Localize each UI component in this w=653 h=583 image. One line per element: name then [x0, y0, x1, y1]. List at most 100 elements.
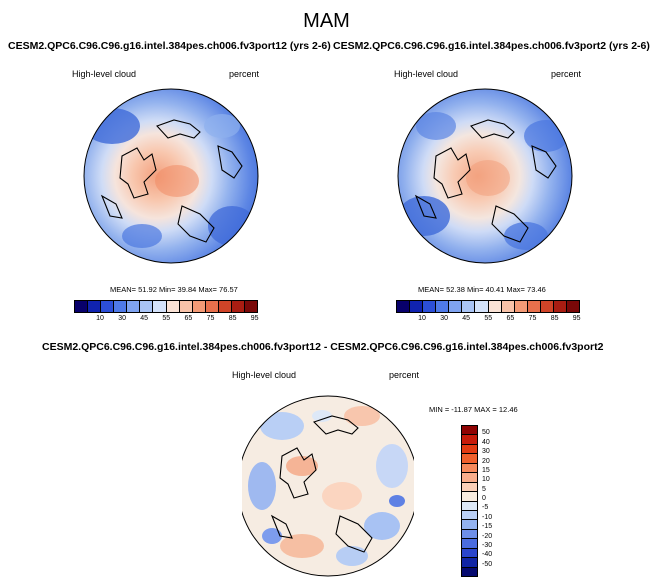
- colorbar-2-tick-label: 45: [462, 315, 471, 322]
- polar-map-2: [397, 88, 573, 264]
- colorbar-3-swatch: [462, 558, 477, 568]
- colorbar-3-swatch: [462, 548, 477, 559]
- colorbar-2-swatch: [514, 301, 528, 312]
- colorbar-3-swatches: [461, 425, 478, 577]
- colorbar-3-swatch: [462, 473, 477, 483]
- colorbar-1-tick-label: 30: [118, 315, 126, 322]
- colorbar-2-swatch: [423, 301, 437, 312]
- panel-title-3: CESM2.QPC6.C96.C96.g16.intel.384pes.ch00…: [42, 341, 604, 353]
- colorbar-3-tick-label: 5: [482, 485, 486, 493]
- colorbar-3-swatch: [462, 529, 477, 540]
- panel-2-units-label: percent: [551, 69, 582, 79]
- colorbar-3-tick-label: 0: [482, 495, 486, 502]
- colorbar-3-swatch: [462, 501, 477, 511]
- colorbar-2-tick-label: 95: [572, 315, 581, 322]
- colorbar-1-ticks: 10 30 45 55 65 75 85 95: [74, 315, 258, 325]
- colorbar-1-swatch: [127, 301, 141, 312]
- panel-2-stats: MEAN= 52.38 Min= 40.41 Max= 73.46: [418, 285, 546, 294]
- colorbar-1-tick-label: 55: [162, 315, 171, 322]
- panel-3-stats: MIN = -11.87 MAX = 12.46: [429, 405, 518, 414]
- colorbar-1-swatch: [218, 301, 232, 312]
- polar-map-1: [83, 88, 259, 264]
- colorbar-1-swatch: [114, 301, 128, 312]
- colorbar-2-tick-label: 65: [506, 315, 515, 322]
- colorbar-2-swatches: [396, 300, 580, 313]
- figure-title: MAM: [303, 10, 350, 32]
- colorbar-1-tick-label: 65: [184, 315, 193, 322]
- panel-title-2: CESM2.QPC6.C96.C96.g16.intel.384pes.ch00…: [333, 40, 650, 52]
- panel-3-units-label: percent: [389, 370, 420, 380]
- colorbar-2-tick-label: 30: [440, 315, 448, 322]
- colorbar-3-swatch: [462, 492, 477, 502]
- colorbar-1-swatch: [153, 301, 167, 312]
- colorbar-3-tick-label: 30: [482, 448, 490, 456]
- colorbar-1-tick-label: 45: [140, 315, 149, 322]
- colorbar-3-tick-label: -10: [482, 513, 493, 521]
- colorbar-2-swatch: [462, 301, 476, 312]
- colorbar-2-swatch: [567, 301, 580, 312]
- panel-2-variable-label: High-level cloud: [394, 69, 459, 79]
- colorbar-1-swatch: [231, 301, 246, 312]
- colorbar-2-swatch: [488, 301, 502, 312]
- colorbar-1-swatch: [166, 301, 180, 312]
- colorbar-3-swatch: [462, 463, 477, 474]
- colorbar-3-swatch: [462, 520, 477, 530]
- colorbar-1-swatches: [74, 300, 258, 313]
- colorbar-2-tick-label: 75: [528, 315, 537, 322]
- colorbar-3-swatch: [462, 567, 477, 576]
- panel-1-stats: MEAN= 51.92 Min= 39.84 Max= 76.57: [110, 285, 238, 294]
- colorbar-2-tick-label: 10: [418, 315, 426, 322]
- colorbar-3-swatch: [462, 454, 477, 464]
- colorbar-2-ticks: 10 30 45 55 65 75 85 95: [396, 315, 580, 325]
- colorbar-3: [461, 425, 478, 577]
- colorbar-1-swatch: [75, 301, 89, 312]
- colorbar-3-tick-label: 10: [482, 476, 490, 484]
- colorbar-2-swatch: [397, 301, 411, 312]
- colorbar-2-swatch: [410, 301, 424, 312]
- colorbar-1-swatch: [192, 301, 206, 312]
- colorbar-2-tick-label: 85: [550, 315, 559, 322]
- colorbar-3-swatch: [462, 426, 477, 436]
- colorbar-2-tick-label: 55: [484, 315, 493, 322]
- colorbar-1-swatch: [245, 301, 258, 312]
- colorbar-1-swatch: [179, 301, 193, 312]
- colorbar-1-tick-label: 75: [206, 315, 215, 322]
- colorbar-3-tick-label: -40: [482, 551, 493, 559]
- colorbar-1: [74, 300, 258, 313]
- colorbar-2: [396, 300, 580, 313]
- colorbar-3-tick-label: 20: [482, 457, 490, 465]
- colorbar-3-swatch: [462, 444, 477, 455]
- colorbar-3-tick-label: -5: [482, 504, 489, 512]
- colorbar-1-tick-label: 10: [96, 315, 104, 322]
- colorbar-1-swatch: [140, 301, 154, 312]
- colorbar-3-swatch: [462, 510, 477, 521]
- colorbar-3-tick-label: -20: [482, 532, 493, 540]
- panel-3-variable-label: High-level cloud: [232, 370, 297, 380]
- colorbar-3-tick-label: -50: [482, 560, 493, 568]
- colorbar-3-tick-label: 40: [482, 438, 490, 446]
- colorbar-2-swatch: [475, 301, 489, 312]
- colorbar-3-swatch: [462, 482, 477, 493]
- polar-map-3: [242, 395, 414, 577]
- colorbar-2-swatch: [449, 301, 463, 312]
- panel-title-1: CESM2.QPC6.C96.C96.g16.intel.384pes.ch00…: [8, 40, 331, 52]
- colorbar-1-swatch: [101, 301, 115, 312]
- colorbar-3-ticks: 50 40 30 20 15 10 5 0 -5 -10 -15 -20 -30 -40 -50: [482, 425, 512, 577]
- colorbar-1-tick-label: 85: [228, 315, 237, 322]
- colorbar-1-swatch: [205, 301, 219, 312]
- colorbar-2-swatch: [501, 301, 515, 312]
- colorbar-3-swatch: [462, 539, 477, 549]
- colorbar-1-tick-label: 95: [250, 315, 259, 322]
- colorbar-2-swatch: [553, 301, 568, 312]
- colorbar-3-tick-label: -30: [482, 541, 493, 549]
- colorbar-3-tick-label: 15: [482, 466, 490, 474]
- colorbar-2-swatch: [527, 301, 541, 312]
- colorbar-3-tick-label: -15: [482, 523, 493, 531]
- panel-1-units-label: percent: [229, 69, 260, 79]
- colorbar-3-swatch: [462, 435, 477, 445]
- colorbar-3-tick-label: 50: [482, 429, 490, 437]
- panel-1-variable-label: High-level cloud: [72, 69, 137, 79]
- colorbar-1-swatch: [88, 301, 102, 312]
- colorbar-2-swatch: [436, 301, 450, 312]
- colorbar-2-swatch: [540, 301, 554, 312]
